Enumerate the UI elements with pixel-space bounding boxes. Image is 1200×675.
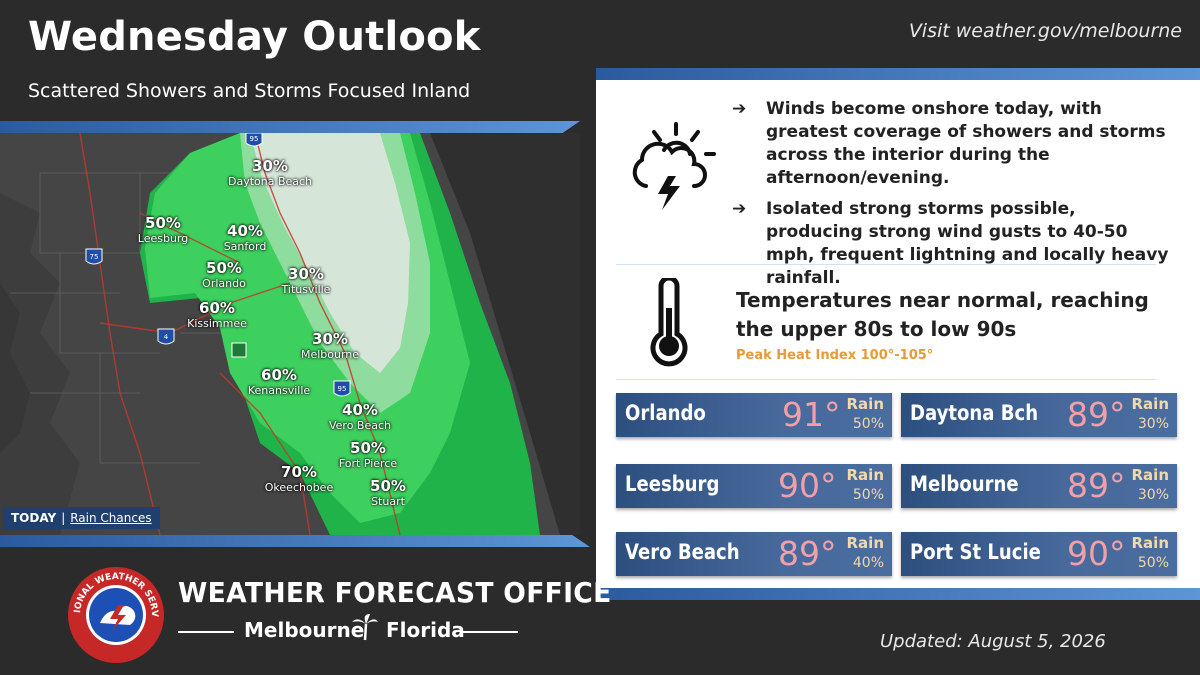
map-label-melbourne: 30% Melbourne [300,330,360,361]
map-bottom-band [0,535,590,547]
divider [616,379,1156,380]
city-card-orlando: Orlando 91° Rain 50% [616,393,892,437]
rain-label: Rain [846,466,885,484]
panel-bottom-band [596,588,1200,600]
rain-label: Rain [1131,395,1170,413]
rain-value: 40% [852,555,884,571]
map-caption: TODAY | Rain Chances [3,507,160,529]
city-temp: 89° [1067,466,1126,505]
outlook-bullet: ➔ Winds become onshore today, with great… [732,98,1172,190]
map-label-vero-beach: 40% Vero Beach [328,401,392,432]
city-name: Melbourne [910,472,1019,496]
map-label-sanford: 40% Sanford [223,222,267,253]
city-card-vero-beach: Vero Beach 89° Rain 40% [616,532,892,576]
divider [616,264,1156,265]
panel-top-band [596,68,1200,80]
temperature-summary: Temperatures near normal, reaching the u… [736,288,1149,341]
map-top-band [0,121,580,133]
rain-value: 50% [852,487,884,503]
city-temp: 90° [778,466,837,505]
rain-value: 30% [1137,487,1169,503]
rain-value: 30% [1137,416,1169,432]
arrow-icon: ➔ [732,199,747,219]
city-temp: 89° [1067,395,1126,434]
page-subtitle: Scattered Showers and Storms Focused Inl… [28,80,471,102]
interstate-shield-4: 4 [157,328,175,345]
interstate-shield-95-south: 95 [333,380,351,397]
rain-chances-link[interactable]: Rain Chances [70,511,152,525]
map-label-orlando: 50% Orlando [202,259,246,290]
updated-timestamp: Updated: August 5, 2026 [880,631,1106,652]
rain-label: Rain [1131,466,1170,484]
map-label-daytona: 30% Daytona Beach [227,157,313,188]
svg-text:95: 95 [250,135,259,143]
map-label-titusville: 30% Titusville [281,265,331,296]
rain-value: 50% [852,416,884,432]
caption-today: TODAY [11,511,57,525]
map-label-kenansville: 60% Kenansville [247,366,311,397]
interstate-shield-95-north: 95 [245,133,263,147]
divider-line-left [178,631,234,633]
thermometer-icon [650,278,688,367]
office-city: Melbourne [244,618,365,642]
map-label-okeechobee: 70% Okeechobee [264,463,334,494]
svg-text:4: 4 [164,333,169,341]
city-card-melbourne: Melbourne 89° Rain 30% [901,464,1177,508]
caption-separator: | [61,511,66,525]
city-name: Orlando [625,401,706,425]
office-state: Florida [386,618,465,642]
svg-text:95: 95 [338,385,347,393]
rain-chance-map: 95 75 4 95 30% Daytona Beach 50% Leesbur… [0,133,580,535]
map-label-fort-pierce: 50% Fort Pierce [338,439,398,470]
city-temp: 91° [782,395,841,434]
rain-value: 50% [1137,555,1169,571]
city-name: Vero Beach [625,540,740,564]
map-label-leesburg: 50% Leesburg [137,214,189,245]
map-label-kissimmee: 60% Kissimmee [187,299,247,330]
bullet-text: Winds become onshore today, with greates… [766,99,1166,188]
city-card-port-st-lucie: Port St Lucie 90° Rain 50% [901,532,1177,576]
heat-index: Peak Heat Index 100°-105° [736,348,934,363]
city-card-leesburg: Leesburg 90° Rain 50% [616,464,892,508]
svg-text:75: 75 [90,253,99,261]
map-graphic: 95 75 4 95 [0,133,580,535]
rain-label: Rain [846,395,885,413]
outlook-bullets: ➔ Winds become onshore today, with great… [732,98,1172,298]
city-temp: 90° [1067,534,1126,573]
nws-logo: NATIONAL WEATHER SERVICE [66,565,164,663]
office-title: WEATHER FORECAST OFFICE [178,576,612,609]
palm-tree-icon [352,614,378,641]
sun-cloud-lightning-icon [632,122,716,210]
forecast-panel: ➔ Winds become onshore today, with great… [596,80,1200,588]
city-card-daytona: Daytona Bch 89° Rain 30% [901,393,1177,437]
city-name: Leesburg [625,472,720,496]
bullet-text: Isolated strong storms possible, produci… [766,199,1169,288]
arrow-icon: ➔ [732,99,747,119]
page-title: Wednesday Outlook [28,14,481,60]
city-temp: 89° [778,534,837,573]
rain-label: Rain [846,534,885,552]
city-name: Port St Lucie [910,540,1041,564]
rain-label: Rain [1131,534,1170,552]
turnpike-shield [231,342,247,358]
map-label-stuart: 50% Stuart [370,477,406,508]
outlook-bullet: ➔ Isolated strong storms possible, produ… [732,198,1172,290]
interstate-shield-75: 75 [85,248,103,265]
city-name: Daytona Bch [910,401,1039,425]
divider-line-right [462,631,518,633]
website-link[interactable]: Visit weather.gov/melbourne [908,20,1182,42]
